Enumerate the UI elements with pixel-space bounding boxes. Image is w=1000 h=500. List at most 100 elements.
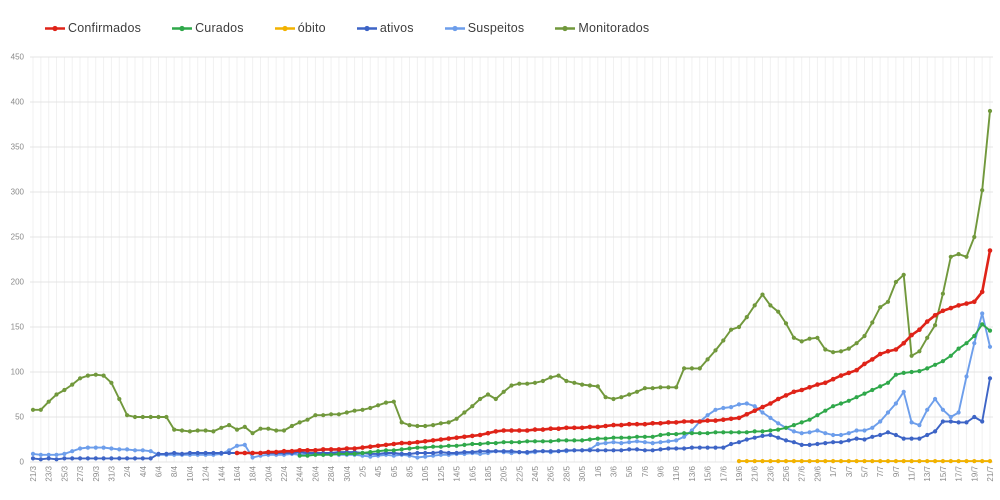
series-point [972,299,977,305]
series-point [870,320,875,325]
series-point [46,452,51,457]
series-point [831,459,836,464]
series-point [752,404,757,409]
legend-item-curados[interactable]: Curados [171,21,244,35]
series-point [187,429,192,434]
series-point [823,380,828,386]
series-point [399,440,405,446]
series-point [642,421,648,427]
series-point [156,414,161,420]
series-point [579,425,585,431]
series-point [595,441,600,447]
series-point [485,392,491,397]
series-point [336,412,341,417]
series-point [815,441,820,447]
series-point [799,431,804,436]
series-point [85,373,90,378]
series-point [815,413,820,418]
series-point [736,430,742,435]
legend-item-confirmados[interactable]: Confirmados [44,21,141,35]
series-point [93,372,98,377]
series-point [862,391,867,396]
series-point [964,341,969,346]
series-point [336,447,342,452]
series-point [211,429,216,434]
series-point [195,428,200,433]
series-point [768,415,773,420]
series-point [250,450,255,456]
series-point [93,456,98,461]
series-point [736,459,742,464]
x-axis-tick-label: 20/4 [264,465,273,481]
series-point [776,309,781,314]
series-point [925,366,930,371]
legend-item-monitorados[interactable]: Monitorados [554,21,649,35]
series-point [376,449,381,454]
series-point [634,389,640,394]
x-axis-tick-label: 15/7 [939,465,948,481]
series-point [689,445,695,450]
series-point [713,418,718,423]
legend-item-ativos[interactable]: ativos [356,21,414,35]
series-point [878,432,883,438]
x-axis-tick-label: 2/4 [123,465,132,477]
legend-item-obito[interactable]: óbito [274,21,326,35]
series-point [964,374,969,379]
series-point [360,450,365,456]
series-point [752,429,757,434]
x-axis-tick-label: 10/5 [421,465,430,481]
series-point [940,407,946,412]
series-point [470,404,475,409]
x-axis-tick-label: 8/5 [406,465,415,477]
legend-item-suspeitos[interactable]: Suspeitos [444,21,525,35]
series-point [815,428,820,433]
x-axis-tick-label: 4/5 [374,465,383,477]
series-point [532,439,538,444]
series-point [642,440,648,445]
series-point [595,448,600,453]
series-point [391,448,396,453]
series-point [619,448,624,453]
x-axis-tick-label: 5/6 [625,465,634,477]
series-point [791,423,797,428]
series-point [101,445,106,450]
x-axis-tick-label: 22/4 [280,465,289,481]
series-point [572,425,577,431]
series-point [831,440,836,445]
series-point [109,446,114,451]
series-point [823,441,828,446]
series-point [925,432,930,438]
x-axis-tick-label: 29/6 [813,465,822,481]
series-point [132,448,138,453]
series-point [878,384,883,389]
series-point [854,436,859,441]
series-point [980,311,985,316]
series-point [328,447,334,452]
series-point [125,447,130,452]
series-point [682,431,687,436]
series-point [744,430,749,435]
series-point [532,427,538,432]
series-point [509,383,514,388]
series-point [705,413,710,418]
series-point [838,401,844,406]
series-point [407,423,412,428]
series-point [831,432,836,438]
legend-label: ativos [379,21,414,35]
series-point [179,428,185,433]
x-axis-tick-label: 28/4 [327,465,336,481]
legend-label: Monitorados [578,21,650,35]
series-point [234,443,240,448]
series-point [383,448,389,453]
series-point [901,389,906,394]
series-point [62,451,67,456]
series-point [721,338,726,343]
series-point [925,459,930,464]
series-point [172,450,177,456]
series-point [917,327,922,333]
series-point [78,376,83,381]
series-point [760,410,765,415]
y-axis-tick-label: 400 [11,98,25,107]
series-point [933,459,938,464]
series-point [948,254,953,259]
